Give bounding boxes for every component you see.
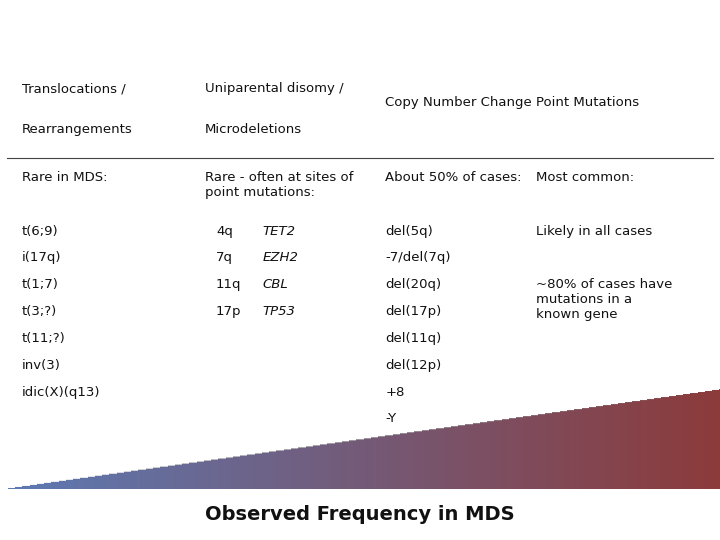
Text: t(1;7): t(1;7) bbox=[22, 278, 58, 291]
Text: +8: +8 bbox=[385, 386, 405, 399]
Text: 7q: 7q bbox=[216, 252, 233, 265]
Text: del(12p): del(12p) bbox=[385, 359, 441, 372]
Text: Copy Number Change: Copy Number Change bbox=[385, 97, 532, 110]
Text: Likely in all cases: Likely in all cases bbox=[536, 225, 652, 238]
Text: Point Mutations: Point Mutations bbox=[536, 97, 639, 110]
Text: EZH2: EZH2 bbox=[263, 252, 299, 265]
Text: 4q: 4q bbox=[216, 225, 233, 238]
Text: del(11q): del(11q) bbox=[385, 332, 441, 345]
Text: About 50% of cases:: About 50% of cases: bbox=[385, 171, 522, 184]
Text: i(17q): i(17q) bbox=[22, 252, 61, 265]
Text: Uniparental disomy /: Uniparental disomy / bbox=[205, 83, 344, 96]
Text: CBL: CBL bbox=[263, 278, 289, 291]
Text: TP53: TP53 bbox=[263, 305, 296, 318]
Text: 17p: 17p bbox=[216, 305, 241, 318]
Text: Genetic Abnormalities in MDS: Genetic Abnormalities in MDS bbox=[112, 24, 608, 57]
Text: 11q: 11q bbox=[216, 278, 241, 291]
Text: idic(X)(q13): idic(X)(q13) bbox=[22, 386, 100, 399]
Text: known gene: known gene bbox=[536, 308, 618, 321]
Text: ~80% of cases have: ~80% of cases have bbox=[536, 278, 672, 291]
Text: Translocations /: Translocations / bbox=[22, 83, 125, 96]
Text: TET2: TET2 bbox=[263, 225, 296, 238]
Text: del(20q): del(20q) bbox=[385, 278, 441, 291]
Text: point mutations:: point mutations: bbox=[205, 186, 315, 199]
Text: -7/del(7q): -7/del(7q) bbox=[385, 252, 451, 265]
Text: t(6;9): t(6;9) bbox=[22, 225, 58, 238]
Text: t(3;?): t(3;?) bbox=[22, 305, 57, 318]
Text: Microdeletions: Microdeletions bbox=[205, 124, 302, 137]
Text: Rare - often at sites of: Rare - often at sites of bbox=[205, 171, 354, 184]
Text: -Y: -Y bbox=[385, 413, 396, 426]
Text: del(5q): del(5q) bbox=[385, 225, 433, 238]
Text: Rare in MDS:: Rare in MDS: bbox=[22, 171, 107, 184]
Text: inv(3): inv(3) bbox=[22, 359, 60, 372]
Text: t(11;?): t(11;?) bbox=[22, 332, 66, 345]
Text: del(17p): del(17p) bbox=[385, 305, 441, 318]
Text: Observed Frequency in MDS: Observed Frequency in MDS bbox=[205, 505, 515, 524]
Text: Rearrangements: Rearrangements bbox=[22, 124, 132, 137]
Text: mutations in a: mutations in a bbox=[536, 293, 633, 306]
Text: Most common:: Most common: bbox=[536, 171, 634, 184]
